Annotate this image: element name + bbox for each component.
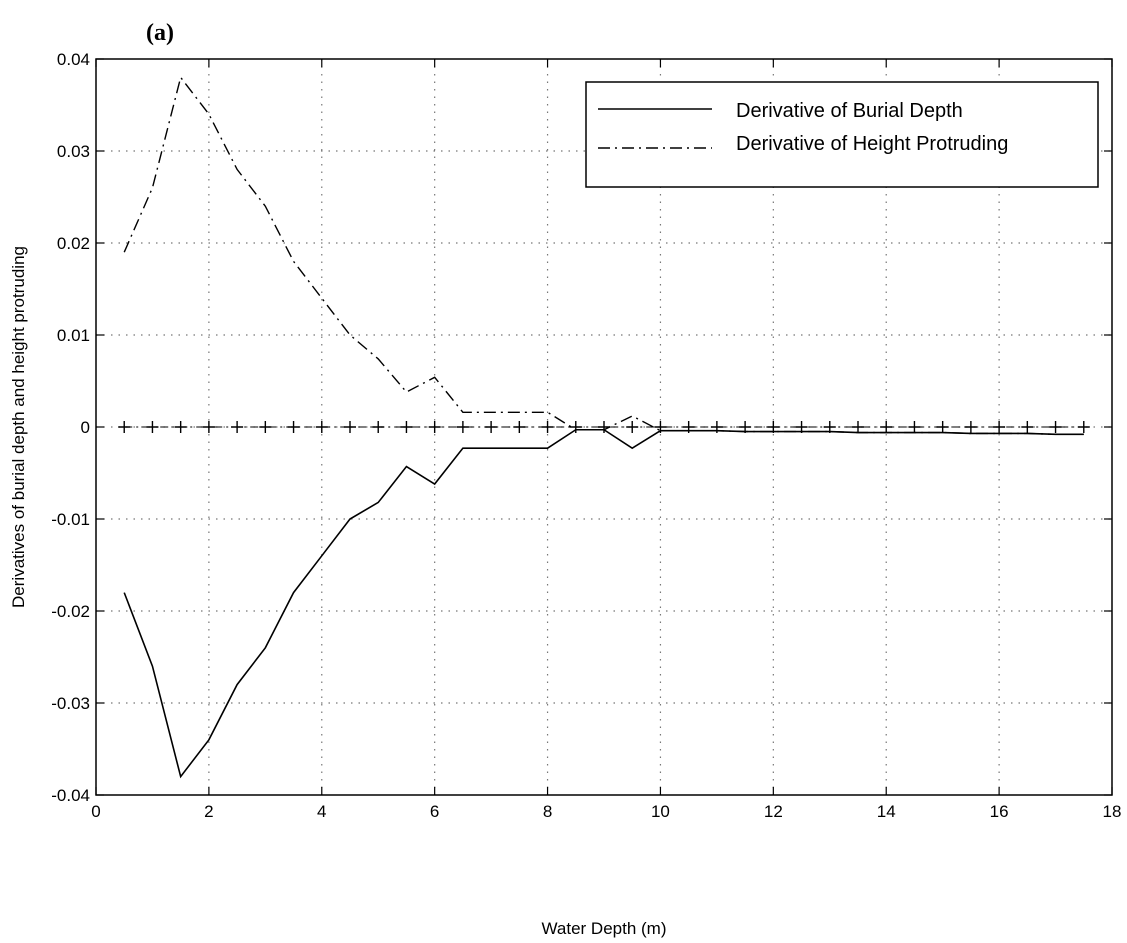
- plus-marker: [852, 421, 864, 433]
- plus-marker: [146, 421, 159, 433]
- plus-marker: [118, 421, 131, 433]
- legend-label-burial-depth: Derivative of Burial Depth: [736, 100, 963, 122]
- y-tick-label: 0.01: [57, 326, 90, 345]
- x-tick-label: 6: [430, 802, 439, 821]
- plus-marker: [202, 421, 215, 433]
- plus-marker: [823, 421, 836, 433]
- plus-marker: [231, 421, 244, 433]
- plus-marker: [936, 421, 949, 433]
- plus-marker: [287, 421, 300, 433]
- plus-marker: [739, 421, 752, 433]
- plus-marker: [908, 421, 921, 433]
- plus-marker: [259, 421, 272, 433]
- plus-marker: [315, 421, 328, 433]
- plus-marker: [1077, 421, 1090, 433]
- plus-marker: [710, 421, 723, 433]
- plus-marker: [174, 421, 187, 433]
- plus-marker: [485, 421, 498, 433]
- plus-marker: [880, 421, 893, 433]
- plus-marker: [372, 421, 385, 433]
- y-tick-label: 0.02: [57, 234, 90, 253]
- plus-marker: [598, 421, 610, 433]
- series-layer: [118, 75, 1090, 779]
- plus-marker: [767, 421, 780, 433]
- x-tick-label: 16: [990, 802, 1009, 821]
- x-tick-label: 10: [651, 802, 670, 821]
- x-axis-label: Water Depth (m): [541, 919, 666, 938]
- x-tick-label: 12: [764, 802, 783, 821]
- x-tick-label: 2: [204, 802, 213, 821]
- x-tick-label: 8: [543, 802, 552, 821]
- y-tick-label: -0.02: [51, 602, 90, 621]
- series-line-burial-depth: [123, 428, 1084, 779]
- y-tick-label: -0.03: [51, 694, 90, 713]
- plus-marker: [513, 421, 526, 433]
- y-tick-label: -0.01: [51, 510, 90, 529]
- legend-label-height-protruding: Derivative of Height Protruding: [736, 133, 1008, 155]
- panel-label: (a): [146, 20, 174, 46]
- x-tick-label: 14: [877, 802, 896, 821]
- plus-marker: [1021, 421, 1034, 433]
- plus-marker: [654, 421, 667, 433]
- plus-marker: [626, 421, 639, 433]
- plus-marker: [993, 421, 1006, 433]
- y-axis-label: Derivatives of burial depth and height p…: [9, 246, 28, 608]
- legend: Derivative of Burial Depth Derivative of…: [585, 81, 1099, 188]
- plus-marker: [569, 421, 582, 433]
- plus-marker: [456, 421, 469, 433]
- plus-marker: [682, 421, 695, 433]
- x-tick-label: 18: [1103, 802, 1122, 821]
- plot-frame: [95, 58, 1113, 796]
- plus-marker: [1049, 421, 1062, 433]
- y-tick-label: 0.03: [57, 142, 90, 161]
- y-tick-label: 0: [81, 418, 90, 437]
- legend-box: [585, 81, 1099, 188]
- plus-marker: [400, 421, 413, 433]
- plus-marker: [795, 421, 808, 433]
- plus-marker: [541, 421, 554, 433]
- axis-ticks: 0 2 4 6 8 10 12 14 16 18 -0.04 -0.03 -0.02 -0.01 0 0.01…: [51, 50, 1121, 821]
- x-tick-label: 4: [317, 802, 326, 821]
- y-tick-label: 0.04: [57, 50, 90, 69]
- y-tick-label: -0.04: [51, 786, 90, 805]
- plus-marker: [964, 421, 977, 433]
- plus-marker: [344, 421, 356, 433]
- x-tick-label: 0: [91, 802, 100, 821]
- plus-marker: [428, 421, 441, 433]
